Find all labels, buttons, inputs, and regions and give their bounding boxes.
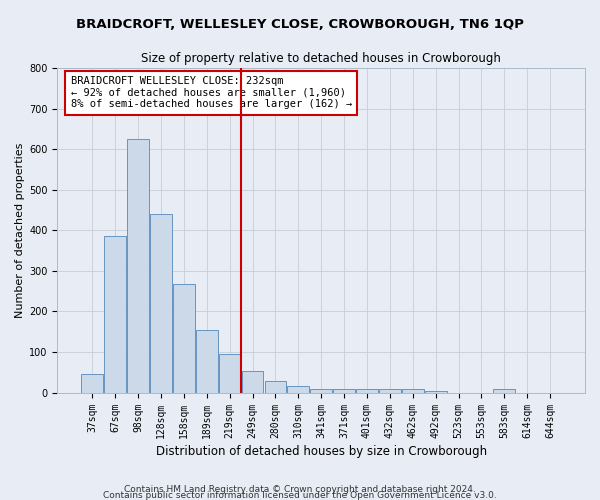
Bar [196,330,218,392]
Title: Size of property relative to detached houses in Crowborough: Size of property relative to detached ho… [141,52,501,66]
Text: BRAIDCROFT WELLESLEY CLOSE: 232sqm
← 92% of detached houses are smaller (1,960)
: BRAIDCROFT WELLESLEY CLOSE: 232sqm ← 92%… [71,76,352,110]
Bar [425,390,446,392]
Bar [127,139,149,392]
Bar [242,372,263,392]
Bar [219,354,241,393]
Bar [173,284,195,393]
Text: Contains public sector information licensed under the Open Government Licence v3: Contains public sector information licen… [103,490,497,500]
Bar [104,236,126,392]
Bar [402,388,424,392]
Bar [356,388,378,392]
Bar [310,388,332,392]
Text: BRAIDCROFT, WELLESLEY CLOSE, CROWBOROUGH, TN6 1QP: BRAIDCROFT, WELLESLEY CLOSE, CROWBOROUGH… [76,18,524,30]
Bar [150,214,172,392]
Bar [265,381,286,392]
Text: Contains HM Land Registry data © Crown copyright and database right 2024.: Contains HM Land Registry data © Crown c… [124,485,476,494]
X-axis label: Distribution of detached houses by size in Crowborough: Distribution of detached houses by size … [155,444,487,458]
Bar [82,374,103,392]
Bar [333,388,355,392]
Bar [287,386,309,392]
Bar [379,388,401,392]
Y-axis label: Number of detached properties: Number of detached properties [15,142,25,318]
Bar [493,390,515,392]
